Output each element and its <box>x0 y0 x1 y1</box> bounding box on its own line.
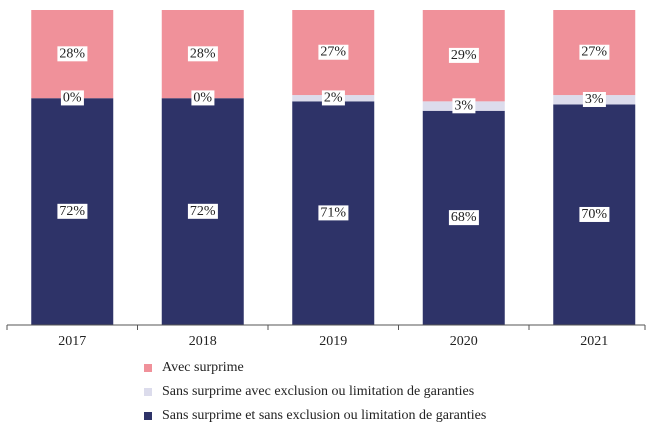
data-label-text: 71% <box>320 205 346 220</box>
data-label: 3% <box>452 98 476 114</box>
data-label-text: 0% <box>193 90 212 105</box>
data-label-text: 72% <box>59 204 85 219</box>
data-label-box <box>187 46 218 62</box>
data-label-text: 3% <box>454 98 473 113</box>
data-label: 28% <box>57 46 88 62</box>
data-label-text: 68% <box>451 210 477 225</box>
data-label-box <box>579 44 610 60</box>
data-label: 28% <box>187 46 218 62</box>
data-label-box <box>448 47 479 63</box>
data-label: 70% <box>579 206 610 222</box>
data-label-text: 28% <box>59 46 85 61</box>
data-label-box <box>579 206 610 222</box>
data-label: 68% <box>448 210 479 226</box>
data-label-text: 0% <box>63 90 82 105</box>
data-label: 2% <box>321 90 345 106</box>
data-label-text: 28% <box>190 46 216 61</box>
data-label: 0% <box>191 90 215 106</box>
data-label-text: 27% <box>320 45 346 60</box>
legend-swatch <box>144 388 152 396</box>
legend-label: Sans surprime avec exclusion ou limitati… <box>162 384 474 399</box>
data-label-box <box>582 91 606 107</box>
data-label: 29% <box>448 47 479 63</box>
data-label: 27% <box>579 44 610 60</box>
data-label-text: 27% <box>581 45 607 60</box>
data-label-box <box>448 210 479 226</box>
legend-swatch <box>144 412 152 420</box>
legend-label: Avec surprime <box>162 360 244 375</box>
data-label-box <box>318 205 349 221</box>
data-label-text: 2% <box>324 90 343 105</box>
data-label-box <box>321 90 345 106</box>
x-tick-label: 2018 <box>189 334 217 349</box>
data-label-text: 3% <box>585 92 604 107</box>
x-tick-label: 2020 <box>450 334 478 349</box>
data-label-box <box>57 203 88 219</box>
data-label-text: 72% <box>190 204 216 219</box>
data-label: 71% <box>318 205 349 221</box>
data-label-box <box>452 98 476 114</box>
data-label-box <box>318 44 349 60</box>
x-tick-label: 2019 <box>319 334 347 349</box>
data-label: 72% <box>57 203 88 219</box>
data-label-box <box>57 46 88 62</box>
data-label: 3% <box>582 91 606 107</box>
legend-label: Sans surprime et sans exclusion ou limit… <box>162 408 486 423</box>
data-label-box <box>60 90 84 106</box>
data-label: 0% <box>60 90 84 106</box>
x-tick-label: 2021 <box>580 334 608 349</box>
data-label-box <box>187 203 218 219</box>
x-tick-label: 2017 <box>58 334 86 349</box>
data-label-box <box>191 90 215 106</box>
data-label: 27% <box>318 44 349 60</box>
data-label: 72% <box>187 203 218 219</box>
legend-swatch <box>144 364 152 372</box>
data-label-text: 70% <box>581 207 607 222</box>
data-label-text: 29% <box>451 48 477 63</box>
